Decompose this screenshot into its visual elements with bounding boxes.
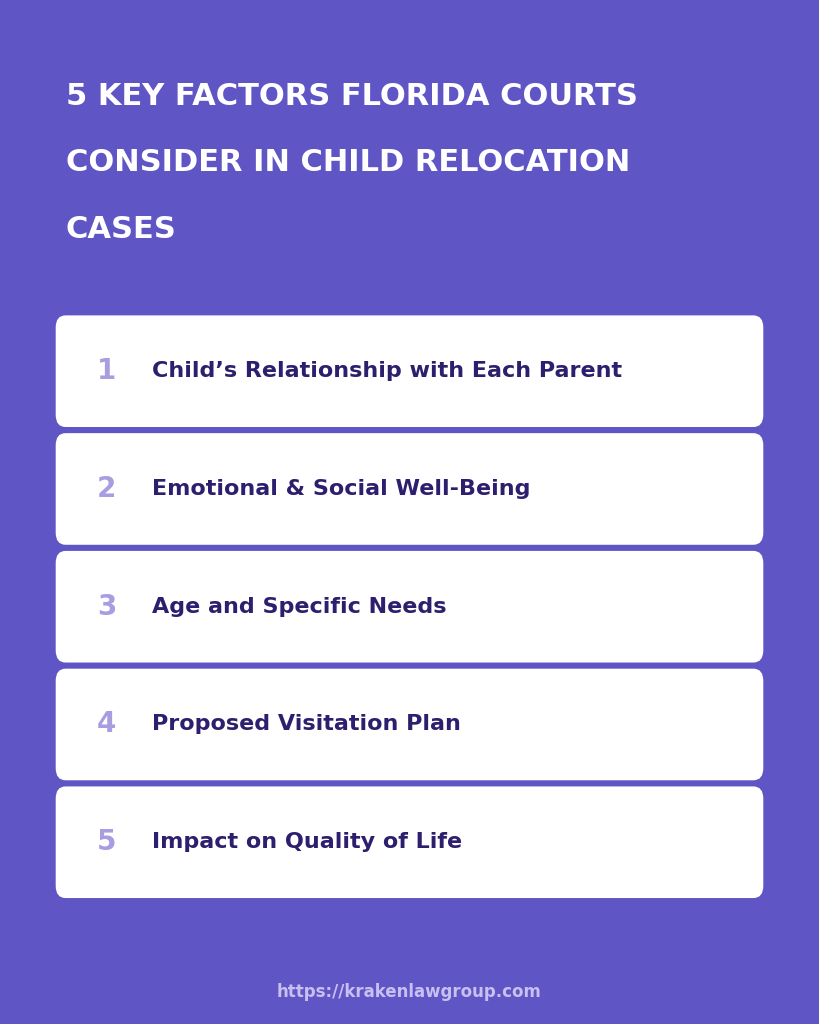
- Text: CONSIDER IN CHILD RELOCATION: CONSIDER IN CHILD RELOCATION: [66, 148, 630, 177]
- Text: 1: 1: [97, 357, 116, 385]
- Text: Emotional & Social Well-Being: Emotional & Social Well-Being: [152, 479, 530, 499]
- Text: 3: 3: [97, 593, 116, 621]
- Text: Age and Specific Needs: Age and Specific Needs: [152, 597, 446, 616]
- Text: Proposed Visitation Plan: Proposed Visitation Plan: [152, 715, 460, 734]
- FancyBboxPatch shape: [56, 669, 763, 780]
- Text: Impact on Quality of Life: Impact on Quality of Life: [152, 833, 462, 852]
- Text: 5 KEY FACTORS FLORIDA COURTS: 5 KEY FACTORS FLORIDA COURTS: [66, 82, 637, 111]
- FancyBboxPatch shape: [56, 433, 763, 545]
- Text: 2: 2: [97, 475, 116, 503]
- FancyBboxPatch shape: [56, 786, 763, 898]
- FancyBboxPatch shape: [56, 551, 763, 663]
- Text: https://krakenlawgroup.com: https://krakenlawgroup.com: [277, 983, 542, 1001]
- FancyBboxPatch shape: [56, 315, 763, 427]
- Text: 4: 4: [97, 711, 116, 738]
- Text: 5: 5: [97, 828, 116, 856]
- Text: Child’s Relationship with Each Parent: Child’s Relationship with Each Parent: [152, 361, 622, 381]
- Text: CASES: CASES: [66, 215, 176, 244]
